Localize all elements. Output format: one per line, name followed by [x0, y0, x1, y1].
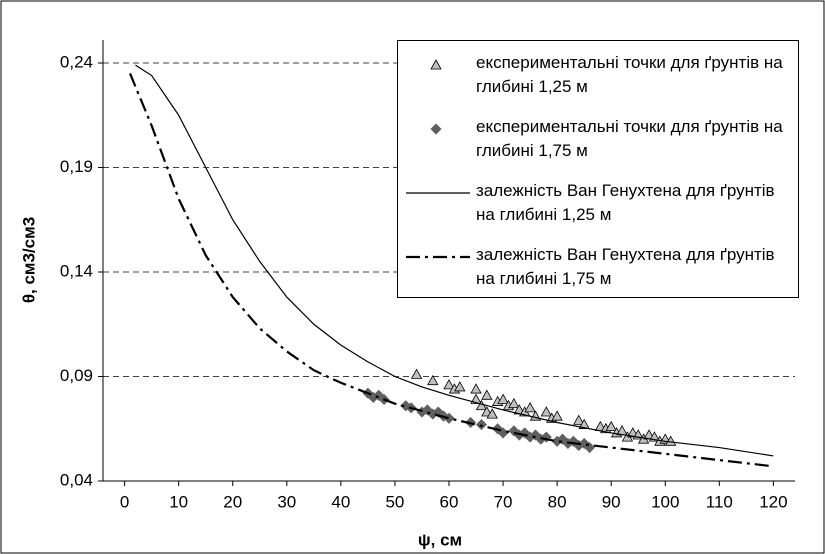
x-tick-label: 90 — [602, 492, 621, 511]
diamond-marker — [430, 123, 442, 135]
x-tick-label: 70 — [494, 492, 513, 511]
x-axis-label: ψ, см — [418, 530, 462, 549]
triangle-marker — [578, 418, 590, 429]
triangle-marker — [664, 435, 677, 446]
triangle-marker — [508, 397, 520, 409]
x-tick-label: 20 — [223, 492, 242, 511]
legend-swatch — [430, 123, 442, 135]
legend: експериментальні точки для ґрунтів на гл… — [397, 40, 799, 298]
x-tick-label: 10 — [169, 492, 188, 511]
y-axis-label: θ, см3/см3 — [19, 217, 38, 303]
triangle-marker — [427, 374, 439, 386]
x-tick-label: 120 — [759, 492, 787, 511]
x-tick-label: 100 — [651, 492, 679, 511]
y-tick-label: 0,24 — [60, 52, 93, 71]
legend-entry: експериментальні точки для ґрунтів на гл… — [406, 115, 796, 173]
diamond-marker — [475, 419, 488, 431]
legend-swatch — [406, 192, 470, 194]
triangle-marker — [486, 408, 498, 419]
legend-label: експериментальні точки для ґрунтів на гл… — [476, 117, 783, 160]
triangle-marker — [443, 379, 455, 390]
y-tick-label: 0,04 — [60, 470, 93, 489]
legend-label: експериментальні точки для ґрунтів на гл… — [476, 53, 783, 96]
triangle-marker — [470, 383, 482, 394]
y-tick-label: 0,09 — [60, 366, 93, 385]
triangle-marker — [430, 59, 442, 70]
line-series — [135, 64, 774, 457]
x-tick-label: 40 — [331, 492, 350, 511]
triangle-marker — [524, 402, 536, 413]
y-tick-label: 0,19 — [60, 157, 93, 176]
y-tick-label: 0,14 — [60, 261, 93, 280]
line-series — [129, 73, 774, 468]
triangle-marker — [605, 420, 617, 432]
legend-entry: залежність Ван Генухтена для ґрунтів на … — [406, 243, 796, 301]
x-tick-label: 60 — [440, 492, 459, 511]
x-tick-label: 110 — [706, 492, 733, 511]
legend-label: залежність Ван Генухтена для ґрунтів на … — [476, 245, 775, 288]
triangle-marker — [481, 389, 493, 400]
x-tick-label: 80 — [548, 492, 567, 511]
triangle-marker — [497, 393, 509, 404]
x-tick-label: 30 — [277, 492, 296, 511]
x-tick-label: 0 — [120, 492, 129, 511]
legend-entry: залежність Ван Генухтена для ґрунтів на … — [406, 179, 796, 237]
legend-label: залежність Ван Генухтена для ґрунтів на … — [476, 181, 775, 224]
legend-entry: експериментальні точки для ґрунтів на гл… — [406, 51, 796, 109]
triangle-marker — [454, 381, 466, 392]
legend-swatch — [406, 255, 470, 259]
triangle-marker — [551, 410, 563, 421]
triangle-marker — [573, 414, 585, 425]
x-tick-label: 50 — [385, 492, 404, 511]
triangle-marker — [410, 368, 423, 379]
legend-swatch — [430, 59, 442, 70]
triangle-marker — [540, 406, 552, 417]
triangle-marker — [470, 393, 482, 404]
